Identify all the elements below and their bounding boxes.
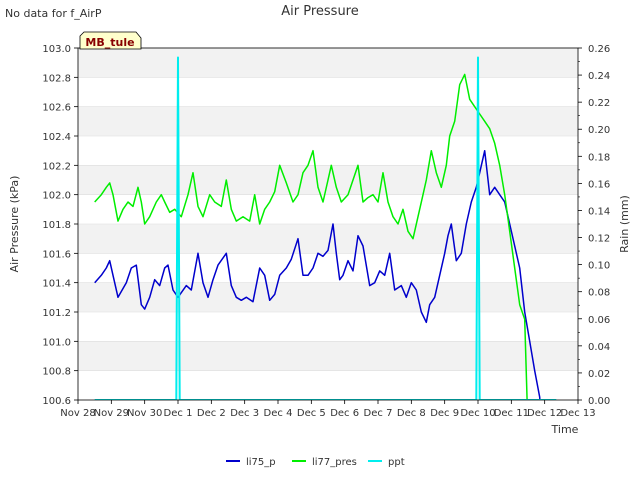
y2-axis-label: Rain (mm) (618, 195, 631, 253)
y-tick-label: 102.4 (42, 132, 71, 143)
y2-tick-label: 0.18 (588, 152, 610, 163)
y2-tick-label: 0.12 (588, 234, 610, 245)
x-tick-label: Dec 4 (264, 408, 293, 419)
x-tick-label: Dec 3 (230, 408, 259, 419)
y2-tick-label: 0.08 (588, 288, 610, 299)
y-tick-label: 102.2 (42, 161, 71, 172)
y2-tick-label: 0.10 (588, 261, 610, 272)
y2-tick-label: 0.16 (588, 179, 610, 190)
grid-bands (78, 48, 578, 371)
x-axis-label: Time (551, 423, 579, 436)
series-line-ppt (94, 56, 557, 400)
x-tick-label: Dec 2 (197, 408, 226, 419)
series-line-li75_p (94, 149, 541, 400)
y2-tick-label: 0.14 (588, 206, 610, 217)
series-line-li77_pres (94, 73, 528, 400)
chart-title: Air Pressure (281, 4, 359, 19)
y-tick-label: 100.8 (42, 367, 71, 378)
legend-label-ppt: ppt (388, 457, 405, 468)
x-tick-label: Dec 6 (330, 408, 359, 419)
x-tick-label: Dec 13 (560, 408, 595, 419)
series-layer (94, 56, 557, 400)
y2-tick-label: 0.06 (588, 315, 610, 326)
x-tick-label: Dec 10 (460, 408, 495, 419)
x-tick-label: Dec 11 (494, 408, 529, 419)
y-tick-label: 100.6 (42, 396, 71, 407)
x-tick-label: Nov 28 (60, 408, 95, 419)
y-tick-label: 102.8 (42, 73, 71, 84)
y2-tick-label: 0.24 (588, 71, 610, 82)
y-tick-label: 103.0 (42, 44, 71, 55)
site-label-text: MB_tule (85, 36, 134, 49)
y-axis-ticks: 100.6 100.8 101.0 101.2 101.4 101.6 101.8 102.0… (42, 44, 78, 407)
y-tick-label: 101.2 (42, 308, 71, 319)
x-tick-label: Dec 9 (430, 408, 459, 419)
y-tick-label: 102.6 (42, 103, 71, 114)
x-tick-label: Dec 5 (297, 408, 326, 419)
y-tick-label: 101.0 (42, 337, 71, 348)
site-label-box (79, 31, 142, 50)
y2-tick-label: 0.26 (588, 44, 610, 55)
y-axis-label: Air Pressure (kPa) (8, 176, 21, 273)
y-tick-label: 102.0 (42, 191, 71, 202)
x-tick-label: Nov 30 (127, 408, 162, 419)
y2-axis-ticks: 0.00 0.02 0.04 0.06 0.08 0.10 0.12 0.14 0.16 0.18… (578, 44, 610, 407)
legend: li75_p li77_pres ppt (226, 457, 405, 468)
y2-tick-label: 0.22 (588, 98, 610, 109)
y2-tick-label: 0.20 (588, 125, 610, 136)
grid-band (78, 282, 578, 312)
y2-tick-label: 0.04 (588, 342, 610, 353)
legend-label-li75_p: li75_p (246, 457, 276, 468)
legend-label-li77_pres: li77_pres (312, 457, 357, 468)
y2-tick-label: 0.00 (588, 396, 610, 407)
grid-band (78, 48, 578, 78)
x-tick-label: Dec 1 (164, 408, 193, 419)
x-tick-label: Nov 29 (94, 408, 129, 419)
y-tick-label: 101.4 (42, 279, 71, 290)
x-tick-label: Dec 12 (527, 408, 562, 419)
x-tick-label: Dec 7 (364, 408, 393, 419)
y-tick-label: 101.6 (42, 249, 71, 260)
site-label-badge: MB_tule (79, 31, 142, 50)
grid-band (78, 341, 578, 371)
no-data-note: No data for f_AirP (5, 7, 102, 20)
x-tick-label: Dec 8 (397, 408, 426, 419)
grid-band (78, 106, 578, 136)
y-tick-label: 101.8 (42, 220, 71, 231)
y2-tick-label: 0.02 (588, 369, 610, 380)
